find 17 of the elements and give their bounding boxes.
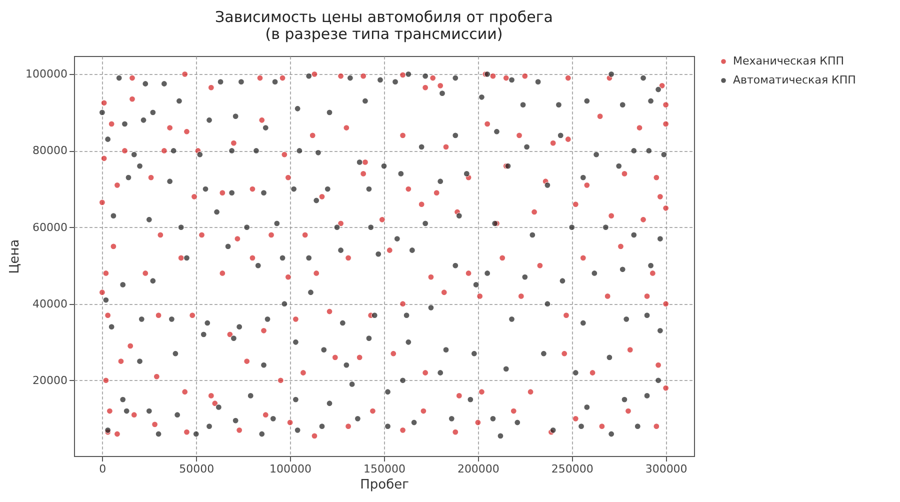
y-tick-label: 100000 bbox=[26, 68, 68, 81]
legend-label: Механическая КПП bbox=[733, 54, 844, 68]
y-tick-label: 20000 bbox=[32, 374, 68, 387]
chart-title: Зависимость цены автомобиля от пробега (в разрезе типа трансмиссии) bbox=[215, 8, 553, 43]
x-tick-label: 250000 bbox=[551, 462, 594, 476]
x-tick-label: 150000 bbox=[364, 462, 406, 476]
x-tick-label: 50000 bbox=[179, 462, 214, 476]
x-tick-label: 300000 bbox=[645, 462, 688, 476]
y-tick-label: 60000 bbox=[32, 220, 68, 234]
legend-label: Автоматическая КПП bbox=[733, 74, 856, 86]
x-tick-label: 200000 bbox=[457, 462, 500, 476]
y-tick-label: 80000 bbox=[32, 144, 68, 158]
x-axis-title: Пробег bbox=[360, 478, 410, 492]
y-tick-label: 40000 bbox=[32, 297, 68, 310]
x-tick-label: 100000 bbox=[270, 462, 312, 476]
x-tick-label: 0 bbox=[99, 462, 106, 476]
y-axis-title: Цена bbox=[8, 239, 23, 274]
